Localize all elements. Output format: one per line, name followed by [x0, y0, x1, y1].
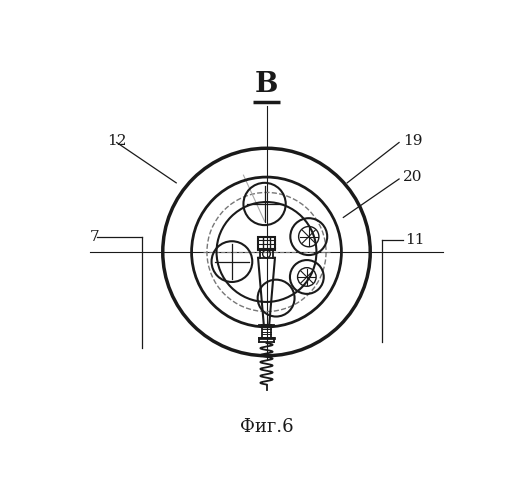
Text: 11: 11	[405, 234, 424, 248]
Text: 19: 19	[403, 134, 422, 148]
Text: Фиг.6: Фиг.6	[240, 418, 293, 436]
Text: B: B	[255, 71, 278, 98]
Text: 7: 7	[90, 230, 99, 244]
Text: 20: 20	[403, 170, 422, 184]
Text: 12: 12	[107, 134, 126, 148]
